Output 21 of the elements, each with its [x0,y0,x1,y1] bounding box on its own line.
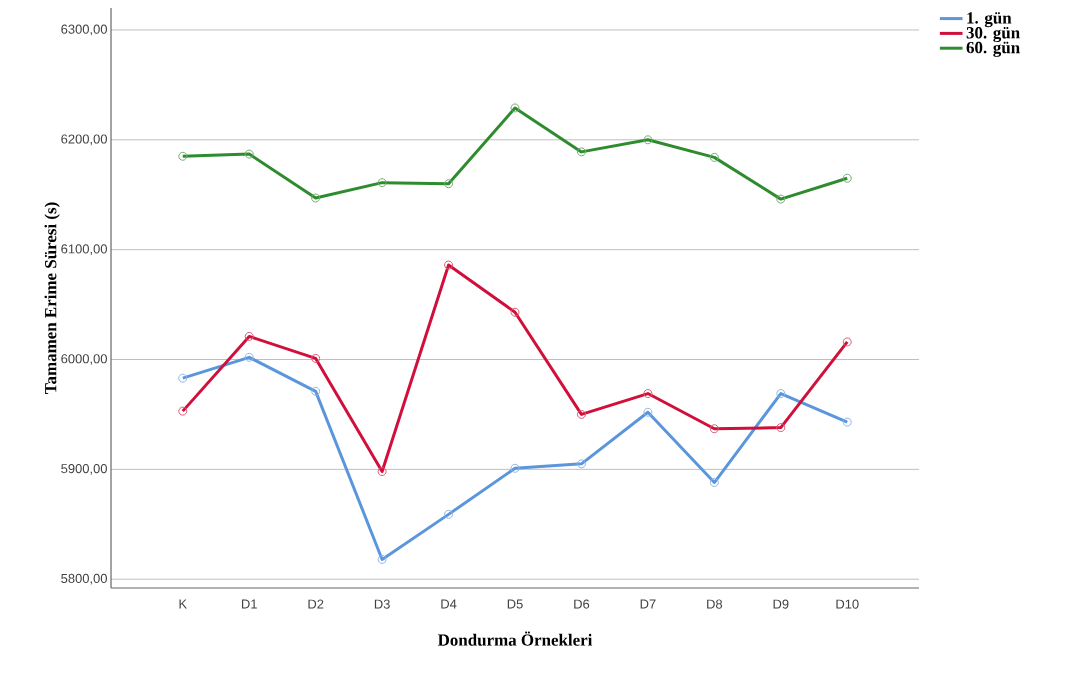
legend-label: 1. gün [967,12,1012,28]
x-tick-label: D10 [836,599,859,609]
x-tick-label: D2 [308,599,324,609]
x-tick-label: D8 [707,599,723,609]
x-tick-label: D1 [242,599,257,609]
x-axis-title: Dondurma Örnekleri [437,631,593,646]
x-tick-label: D4 [441,599,457,609]
x-tick-label: D9 [773,599,789,609]
y-tick-label: 6100,00 [61,244,107,255]
x-tick-label: D6 [574,599,590,609]
y-tick-label: 6000,00 [61,354,107,365]
legend-label: 60. gün [966,41,1020,57]
y-tick-label: 5900,00 [61,464,107,475]
y-axis-title: Tamamen Erime Süresi (s) [44,202,60,394]
y-tick-label: 5800,00 [61,573,107,585]
y-tick-label: 6200,00 [61,134,107,146]
y-tick-label: 6300,00 [61,24,107,36]
x-tick-label: D3 [374,599,390,609]
x-tick-label: D5 [507,599,523,609]
x-tick-label: K [179,599,187,609]
x-tick-label: D7 [640,599,656,609]
